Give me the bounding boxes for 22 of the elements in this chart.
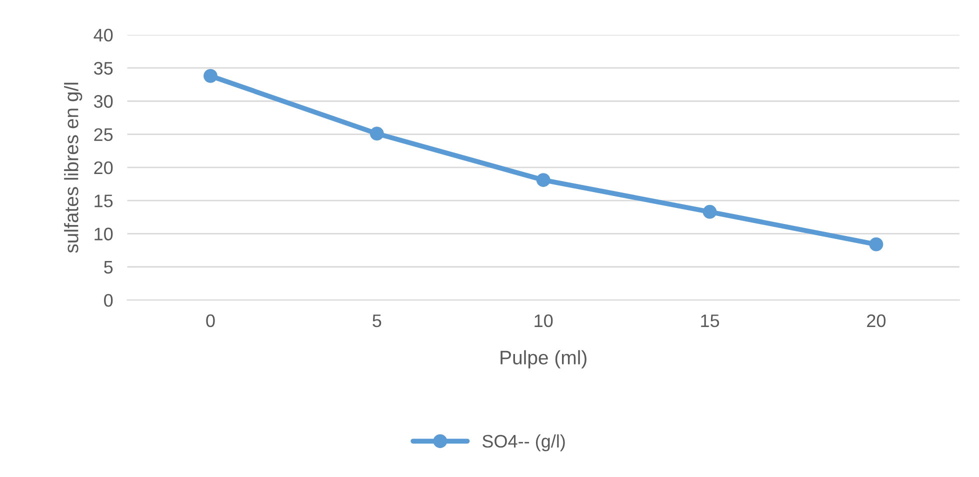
point [204,68,218,83]
y-tick-label: 30 [94,95,113,108]
y-tick-label: 0 [104,294,113,307]
point [370,126,384,141]
y-tick-label: 20 [94,161,113,174]
y-tick-label: 15 [94,194,113,208]
y-axis-title: sulfates libres en g/l [64,82,82,253]
y-tick-label: 35 [94,62,113,75]
y-tick-label: 10 [94,228,113,240]
x-tick-label: 10 [534,314,553,328]
x-tick-label: 15 [701,314,720,328]
x-axis-title: Pulpe (ml) [500,350,586,368]
legend-label: SO4-- (g/l) [482,434,565,452]
x-tick-label: 20 [867,314,886,328]
y-tick-label: 40 [94,28,113,42]
x-tick-label: 5 [372,314,382,328]
point [702,204,717,219]
y-tick-label: 25 [94,128,113,141]
x-tick-label: 0 [206,314,215,328]
y-tick-label: 5 [104,261,113,274]
point [869,237,884,252]
point [536,173,550,187]
